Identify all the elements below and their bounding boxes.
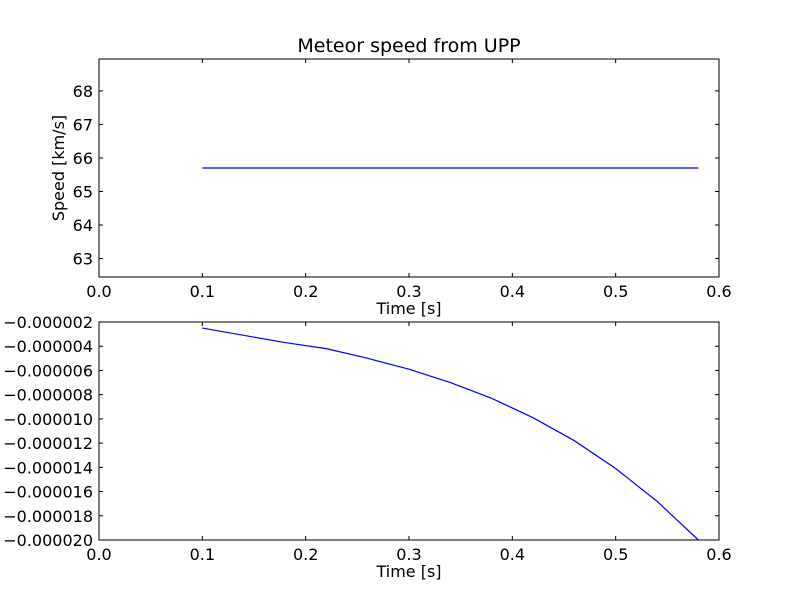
residual-chart: 0.0 0.1 0.2 0.3 0.4 0.5 0.6 −0.000002 −0.000004 −…	[3, 313, 731, 581]
data-point	[284, 167, 285, 168]
x-tick-label: 0.2	[293, 545, 318, 564]
y-tick-label: −0.000018	[3, 507, 93, 526]
x-tick-label: 0.3	[396, 545, 421, 564]
data-point	[367, 167, 368, 168]
data-point	[532, 417, 533, 418]
x-tick-label: 0.0	[86, 282, 111, 301]
x-tick-label: 0.1	[190, 282, 215, 301]
data-point	[202, 327, 203, 328]
data-point	[284, 342, 285, 343]
y-tick-label: 63	[73, 250, 93, 269]
data-point	[615, 468, 616, 469]
y-tick-label: 66	[73, 149, 93, 168]
y-tick-label: 65	[73, 182, 93, 201]
x-tick-label: 0.4	[500, 282, 525, 301]
data-point	[656, 501, 657, 502]
y-tick-label: 67	[73, 115, 93, 134]
y-tick-label: −0.000002	[3, 313, 93, 332]
data-point	[574, 440, 575, 441]
x-tick-label: 0.6	[706, 282, 731, 301]
chart-title: Meteor speed from UPP	[297, 35, 520, 57]
y-tick-label: −0.000004	[3, 337, 93, 356]
x-axis-label: Time [s]	[375, 562, 441, 581]
data-point	[326, 348, 327, 349]
x-tick-label: 0.2	[293, 282, 318, 301]
x-tick-label: 0.1	[190, 545, 215, 564]
data-point	[656, 167, 657, 168]
data-point	[615, 167, 616, 168]
data-point	[243, 167, 244, 168]
y-tick-label: −0.000014	[3, 458, 93, 477]
data-point	[491, 167, 492, 168]
y-axis-label: Speed [km/s]	[49, 115, 68, 221]
data-point	[450, 382, 451, 383]
y-tick-label: −0.000006	[3, 361, 93, 380]
data-point	[408, 369, 409, 370]
data-point	[698, 167, 699, 168]
data-point	[243, 335, 244, 336]
data-point	[202, 167, 203, 168]
x-tick-label: 0.5	[603, 545, 628, 564]
data-point	[532, 167, 533, 168]
data-point	[326, 167, 327, 168]
y-tick-label: −0.000010	[3, 410, 93, 429]
data-point	[367, 358, 368, 359]
x-tick-label: 0.6	[706, 545, 731, 564]
y-tick-label: −0.000012	[3, 434, 93, 453]
plot-frame	[98, 321, 720, 541]
series-line	[202, 327, 699, 540]
y-tick-label: −0.000016	[3, 483, 93, 502]
x-tick-label: 0.0	[86, 545, 111, 564]
data-point	[491, 398, 492, 399]
y-tick-label: 64	[73, 216, 93, 235]
x-tick-label: 0.3	[396, 282, 421, 301]
y-tick-label: −0.000020	[3, 531, 93, 550]
speed-chart: 0.0 0.1 0.2 0.3 0.4 0.5 0.6 63 64 65 66 67 68 Time [s…	[49, 35, 732, 318]
data-point	[450, 167, 451, 168]
y-tick-label: −0.000008	[3, 386, 93, 405]
data-point	[574, 167, 575, 168]
x-tick-label: 0.4	[500, 545, 525, 564]
y-tick-label: 68	[73, 82, 93, 101]
x-tick-label: 0.5	[603, 282, 628, 301]
data-point	[408, 167, 409, 168]
x-axis-label: Time [s]	[375, 299, 441, 318]
